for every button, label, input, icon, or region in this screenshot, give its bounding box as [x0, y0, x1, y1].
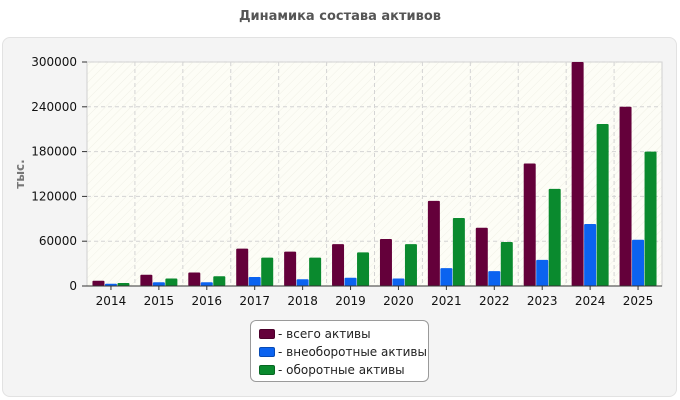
x-tick-label: 2016 — [192, 294, 223, 308]
y-tick-label: 300000 — [31, 55, 77, 69]
bar-2016-series-2 — [213, 276, 226, 286]
bar-2019-series-1 — [344, 277, 357, 286]
bar-2018-series-1 — [296, 279, 309, 286]
y-tick-label: 0 — [69, 279, 77, 293]
x-tick-label: 2019 — [335, 294, 366, 308]
bar-2020-series-0 — [379, 238, 392, 286]
bar-2025-series-0 — [619, 106, 632, 286]
bar-2014-series-2 — [117, 283, 130, 286]
bar-2014-series-1 — [104, 283, 117, 286]
bar-2025-series-2 — [644, 151, 657, 286]
y-axis-label: тыс. — [13, 159, 27, 188]
bar-2023-series-0 — [523, 163, 536, 286]
legend-swatch-total — [259, 329, 275, 339]
y-tick-label: 120000 — [31, 189, 77, 203]
bar-2017-series-2 — [261, 257, 274, 286]
bar-2021-series-1 — [440, 268, 453, 286]
x-tick-label: 2022 — [479, 294, 510, 308]
bars — [92, 62, 657, 287]
grid-lines — [87, 61, 662, 286]
legend-swatch-current — [259, 365, 275, 375]
bar-2018-series-2 — [309, 257, 322, 286]
bar-2016-series-1 — [200, 282, 213, 286]
legend-item-current: - оборотные активы — [259, 361, 428, 379]
bar-2024-series-2 — [596, 123, 609, 287]
bar-2023-series-2 — [548, 188, 561, 286]
bar-2024-series-1 — [584, 224, 597, 286]
bar-2019-series-0 — [332, 244, 345, 286]
bar-2024-series-0 — [571, 62, 584, 286]
x-tick-label: 2025 — [623, 294, 654, 308]
x-tick-label: 2023 — [527, 294, 558, 308]
chart-title: Динамика состава активов — [238, 9, 442, 24]
bar-2017-series-0 — [236, 248, 249, 286]
x-tick-label: 2024 — [575, 294, 606, 308]
bar-2023-series-1 — [536, 259, 549, 286]
x-tick-label: 2020 — [383, 294, 414, 308]
bar-2020-series-1 — [392, 278, 405, 286]
bar-2020-series-2 — [404, 244, 417, 286]
x-tick-label: 2017 — [239, 294, 270, 308]
legend-label-noncurrent: - внеоборотные активы — [278, 345, 427, 359]
y-tick-label: 60000 — [39, 234, 77, 248]
x-tick-label: 2014 — [96, 294, 127, 308]
bar-2022-series-2 — [500, 241, 513, 286]
bar-2025-series-1 — [632, 239, 645, 286]
chart-legend: - всего активы - внеоборотные активы - о… — [250, 320, 429, 382]
y-tick-label: 180000 — [31, 145, 77, 159]
bar-2018-series-0 — [284, 251, 297, 286]
bar-2019-series-2 — [357, 252, 370, 286]
legend-label-total: - всего активы — [278, 327, 371, 341]
legend-swatch-noncurrent — [259, 347, 275, 357]
bar-2017-series-1 — [248, 277, 261, 286]
bar-2015-series-1 — [152, 282, 165, 286]
legend-label-current: - оборотные активы — [278, 363, 405, 377]
bar-2016-series-0 — [188, 272, 201, 286]
bar-2015-series-2 — [165, 278, 178, 286]
bar-2015-series-0 — [140, 274, 153, 286]
x-tick-label: 2018 — [287, 294, 318, 308]
bar-2022-series-1 — [488, 271, 501, 286]
bar-2021-series-2 — [452, 218, 465, 286]
legend-item-noncurrent: - внеоборотные активы — [259, 343, 428, 361]
y-tick-label: 240000 — [31, 100, 77, 114]
x-tick-label: 2021 — [431, 294, 462, 308]
bar-2014-series-0 — [92, 280, 105, 286]
bar-2021-series-0 — [427, 200, 440, 286]
y-axis-ticks: 0 60000 120000 180000 240000 300000 — [31, 55, 87, 293]
bar-2022-series-0 — [475, 227, 488, 286]
x-tick-label: 2015 — [144, 294, 175, 308]
legend-item-total: - всего активы — [259, 325, 428, 343]
x-axis-ticks: 2014 2015 2016 2017 2018 2019 2020 2021 2022 2023… — [96, 286, 654, 308]
